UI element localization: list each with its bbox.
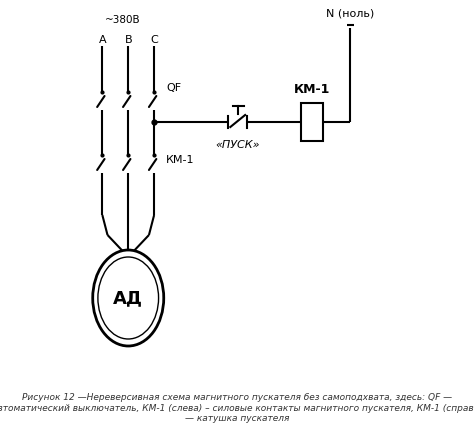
Bar	[301, 103, 323, 141]
Circle shape	[93, 250, 164, 346]
Text: КМ-1: КМ-1	[293, 83, 330, 96]
Text: АД: АД	[113, 289, 143, 307]
Text: «ПУСК»: «ПУСК»	[216, 140, 260, 150]
Text: ~380В: ~380В	[105, 15, 140, 25]
Text: A: A	[99, 35, 106, 45]
Text: C: C	[150, 35, 158, 45]
Text: QF: QF	[166, 83, 181, 93]
Text: B: B	[124, 35, 132, 45]
Text: Рисунок 12 —Нереверсивная схема магнитного пускателя без самоподхвата, здесь: QF: Рисунок 12 —Нереверсивная схема магнитно…	[0, 393, 474, 423]
Text: N (ноль): N (ноль)	[326, 9, 374, 19]
Text: КМ-1: КМ-1	[166, 155, 194, 165]
